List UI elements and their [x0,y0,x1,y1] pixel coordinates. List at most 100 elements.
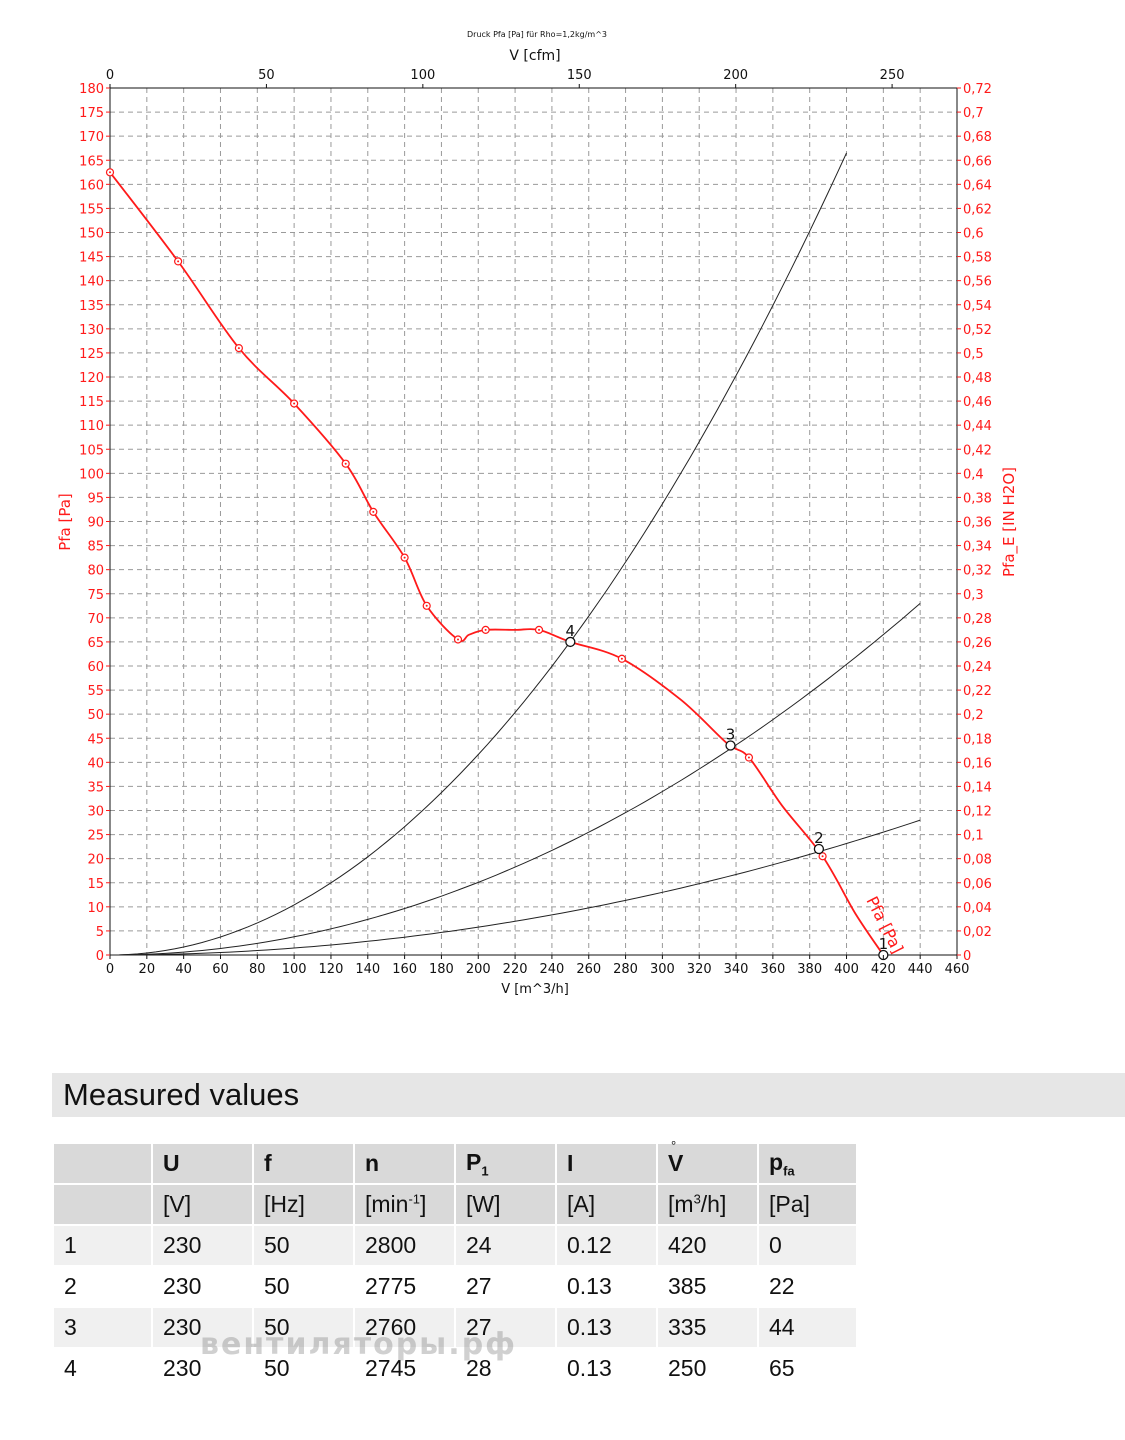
x2-tick-label: 250 [880,68,905,83]
x-tick-label: 400 [834,962,859,977]
y-tick-label: 95 [87,491,104,506]
y2-tick-label: 0,42 [963,443,992,458]
x-tick-label: 280 [613,962,638,977]
operating-points: 1 2 3 4 [565,622,889,961]
header-cell-pfa: pfa [759,1144,856,1183]
fan-curve-marker-dot [109,171,111,174]
x-tick-label: 160 [392,962,417,977]
y-tick-label: 60 [87,660,104,675]
unit-cell: [Hz] [254,1185,353,1224]
y-tick-label: 10 [87,901,104,916]
section-title: Measured values [63,1077,300,1112]
y2-tick-label: 0,14 [963,780,992,795]
cell: 385 [658,1267,757,1306]
y-tick-label: 105 [79,443,104,458]
y-tick-label: 90 [87,516,104,531]
measured-values-table: U f n P1 I ° V pfa [V] [Hz] [min-1] [W] [… [52,1138,858,1390]
fan-curve-marker-dot [372,510,375,513]
cell: 230 [153,1267,252,1306]
y-tick-label: 165 [79,154,104,169]
chart-title: Druck Pfa [Pa] für Rho=1,2kg/m^3 [467,30,607,39]
y2-tick-label: 0,68 [963,130,992,145]
y2-tick-label: 0,56 [963,275,992,290]
y-tick-label: 50 [87,708,104,723]
y2-tick-label: 0,72 [963,82,992,97]
unit-cell [54,1185,151,1224]
fan-curve-marker-dot [484,628,487,631]
y-tick-label: 100 [79,467,104,482]
unit-cell: [Pa] [759,1185,856,1224]
fan-curve-marker-dot [293,402,296,405]
y2-tick-label: 0,22 [963,684,992,699]
operating-point [813,843,825,855]
cell: 50 [254,1308,353,1347]
x-tick-label: 40 [175,962,192,977]
section-header-bar [52,1073,1125,1117]
cell: 24 [456,1226,555,1265]
cell: 65 [759,1349,856,1388]
x-tick-label: 300 [650,962,675,977]
y2-tick-label: 0,24 [963,660,992,675]
unit-cell: [W] [456,1185,555,1224]
operating-point [565,636,576,648]
y-tick-label: 135 [79,299,104,314]
table-header-row: U f n P1 I ° V pfa [54,1138,856,1183]
x-tick-label: 380 [797,962,822,977]
x-tick-label: 100 [282,962,307,977]
y2-tick-label: 0,28 [963,612,992,627]
y2-tick-label: 0,62 [963,202,992,217]
x-tick-label: 320 [687,962,712,977]
fan-curve-marker-dot [344,462,347,465]
x-tick-label: 440 [908,962,933,977]
y2-tick-label: 0,5 [963,347,984,362]
system-curve [110,603,921,956]
y-tick-label: 80 [87,564,104,579]
cell: 2 [54,1267,151,1306]
y2-tick-label: 0,12 [963,805,992,820]
table-row: 2 230 50 2775 27 0.13 385 22 [54,1267,856,1306]
y2-tick-label: 0,44 [963,419,992,434]
y2-tick-label: 0,3 [963,588,984,603]
x-tick-label: 80 [249,962,266,977]
y-tick-label: 170 [79,130,104,145]
y2-tick-label: 0,6 [963,227,984,242]
operating-point-label: 2 [814,829,824,847]
x-tick-label: 20 [139,962,156,977]
unit-cell: [A] [557,1185,656,1224]
y2-tick-label: 0,1 [963,829,984,844]
y-tick-label: 55 [87,684,104,699]
x-tick-label: 340 [724,962,749,977]
cell: 0.13 [557,1267,656,1306]
y-tick-label: 30 [87,805,104,820]
x2-tick-label: 100 [410,68,435,83]
y2-tick-label: 0,08 [963,853,992,868]
y-tick-label: 5 [96,925,104,940]
x-tick-label: 220 [503,962,528,977]
x2-tick-label: 200 [723,68,748,83]
fan-curve-line [109,171,885,956]
y-tick-label: 115 [79,395,104,410]
cell: 44 [759,1308,856,1347]
fan-curve-marker-dot [538,628,541,631]
y-tick-label: 145 [79,251,104,266]
cell: 0.13 [557,1349,656,1388]
y-tick-label: 140 [79,275,104,290]
y-tick-label: 45 [87,732,104,747]
header-cell-v: ° V [658,1138,757,1183]
y2-tick-label: 0,02 [963,925,992,940]
x-tick-label: 260 [576,962,601,977]
x-tick-label: 240 [539,962,564,977]
y2-tick-label: 0,04 [963,901,992,916]
x-tick-label: 420 [871,962,896,977]
x-tick-label: 200 [466,962,491,977]
table-row: 4 230 50 2745 28 0.13 250 65 [54,1349,856,1388]
x-tick-label: 60 [212,962,229,977]
cell: 0 [759,1226,856,1265]
operating-point [725,740,736,751]
x-tick-label: 140 [355,962,380,977]
cell: 4 [54,1349,151,1388]
y2-tick-label: 0,46 [963,395,992,410]
cell: 2800 [355,1226,454,1265]
y2-tick-label: 0,38 [963,491,992,506]
watermark: вентиляторы.рф [200,1327,517,1362]
